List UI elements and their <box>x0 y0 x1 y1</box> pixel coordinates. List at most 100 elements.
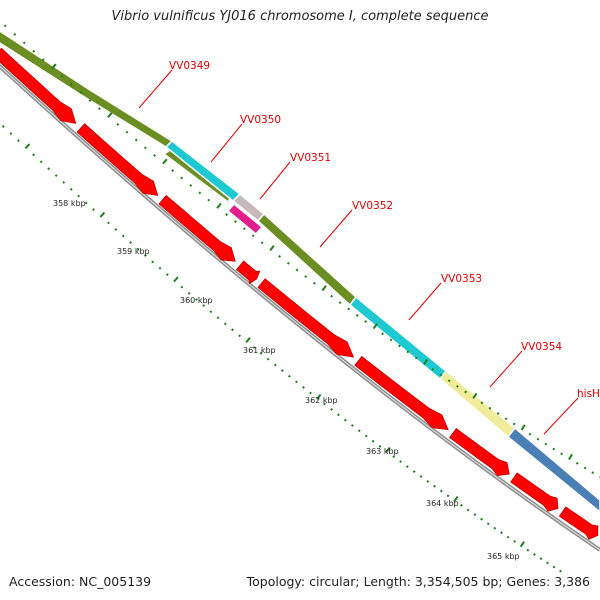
kbp-tick-major <box>99 211 106 218</box>
kbp-tick-major <box>519 541 525 548</box>
cds-arrow[interactable] <box>354 355 449 431</box>
kbp-tick-minor <box>194 298 198 301</box>
gene-label-vv0350[interactable]: VV0350 <box>240 114 281 126</box>
kbp-tick-minor <box>439 489 443 493</box>
ruler-tick-minor <box>560 452 563 456</box>
ruler-tick-minor <box>406 350 410 354</box>
tick-label: 358 kbp <box>53 199 86 208</box>
gene-band-hish[interactable] <box>506 426 600 513</box>
tick-label: 361 kbp <box>243 346 276 355</box>
ruler-tick-minor <box>504 417 508 421</box>
ruler-tick-minor <box>338 301 342 305</box>
kbp-tick-minor <box>180 285 184 289</box>
callout-line-vv0349 <box>138 69 173 109</box>
gene-label-hish[interactable]: hisH <box>577 388 600 400</box>
tick-label: 359 kbp <box>117 247 150 256</box>
tick-label: 363 kbp <box>366 447 399 456</box>
kbp-tick-minor <box>259 351 263 355</box>
kbp-tick-minor <box>559 569 562 573</box>
ruler-tick-minor <box>312 281 316 285</box>
gene-label-vv0351[interactable]: VV0351 <box>290 152 331 164</box>
accession-text: Accession: NC_005139 <box>9 574 152 589</box>
ruler-tick-minor <box>22 41 26 45</box>
kbp-tick-minor <box>62 181 66 184</box>
ruler-tick-minor <box>295 268 299 272</box>
gene-label-vv0353[interactable]: VV0353 <box>441 273 482 285</box>
ruler-tick-minor <box>496 412 500 415</box>
ruler-tick-minor <box>528 432 532 436</box>
gene-label-vv0354[interactable]: VV0354 <box>521 341 562 353</box>
ruler-tick-minor <box>278 255 281 258</box>
kbp-tick-minor <box>209 310 213 314</box>
kbp-tick-major <box>385 446 391 453</box>
ruler-tick-minor <box>116 123 120 126</box>
ruler-tick-minor <box>171 169 175 172</box>
ruler-tick-major <box>423 358 429 366</box>
callout-line-vv0354 <box>489 350 523 388</box>
cds-arrow[interactable] <box>257 278 355 358</box>
ruler-tick-minor <box>591 471 595 474</box>
kbp-tick-minor <box>533 553 536 556</box>
ruler-tick-minor <box>251 234 255 238</box>
tick-label: 365 kbp <box>487 552 520 561</box>
kbp-tick-minor <box>129 241 133 244</box>
kbp-tick-major <box>24 143 31 150</box>
cds-arrow[interactable] <box>558 506 599 540</box>
kbp-tick-minor <box>323 402 326 406</box>
kbp-tick-minor <box>412 470 416 474</box>
gene-label-vv0349[interactable]: VV0349 <box>169 60 210 72</box>
cds-arrow[interactable] <box>0 47 77 124</box>
ruler-tick-minor <box>381 332 385 336</box>
kbp-tick-minor <box>405 465 409 469</box>
cds-arrow[interactable] <box>158 194 236 262</box>
gene-label-vv0352[interactable]: VV0352 <box>352 200 393 212</box>
kbp-tick-minor <box>266 357 270 361</box>
ruler-tick-minor <box>512 422 516 426</box>
gene-callouts <box>138 69 579 435</box>
kbp-tick-major <box>245 337 251 344</box>
ruler-tick-minor <box>447 379 451 383</box>
kbp-tick-minor <box>252 346 256 349</box>
gene-band-vv0350[interactable] <box>164 140 242 203</box>
kbp-tick-minor <box>216 316 220 320</box>
ruler-tick-minor <box>456 385 459 388</box>
cds-arrow[interactable] <box>510 472 559 512</box>
gene-band-vv0354[interactable] <box>438 369 517 439</box>
kbp-tick-minor <box>309 391 312 395</box>
kbp-tick-minor <box>378 444 382 448</box>
kbp-tick-major <box>316 393 322 400</box>
cds-arrow[interactable] <box>449 428 510 477</box>
ruler-tick-major <box>472 392 478 399</box>
ruler-tick-minor <box>189 184 193 187</box>
kbp-tick-minor <box>460 503 463 507</box>
kbp-tick-minor <box>392 455 396 458</box>
kbp-tick-minor <box>84 201 88 205</box>
gene-band-vv0351[interactable] <box>226 202 264 236</box>
callout-line-vv0351 <box>259 161 291 200</box>
cds-arrow[interactable] <box>235 260 261 285</box>
backbone-line-highlight <box>0 65 600 551</box>
ruler-tick-major <box>372 323 378 330</box>
topology-text: Topology: circular; Length: 3,354,505 bp… <box>246 574 590 589</box>
kbp-tick-major <box>453 495 459 503</box>
gene-band-vv0349b[interactable] <box>162 148 233 204</box>
ruler-tick-major <box>520 424 526 431</box>
kbp-tick-minor <box>364 434 368 438</box>
ruler-tick-minor <box>32 49 36 53</box>
callout-line-vv0350 <box>210 123 243 163</box>
cds-arrow[interactable] <box>76 123 159 196</box>
kbp-tick-minor <box>506 535 510 539</box>
kbp-tick-minor <box>513 540 517 543</box>
kbp-tick-minor <box>187 291 191 295</box>
ruler-tick-minor <box>60 74 64 78</box>
ruler-tick-minor <box>234 220 237 224</box>
ruler-tick-minor <box>464 390 467 394</box>
ruler-tick-major <box>216 202 222 209</box>
ruler-tick-major <box>321 285 327 292</box>
kbp-tick-minor <box>69 187 73 191</box>
kbp-tick-minor <box>202 304 206 308</box>
kbp-tick-minor <box>77 194 81 198</box>
ruler-tick-major <box>51 63 57 70</box>
kbp-tick-minor <box>280 369 284 372</box>
